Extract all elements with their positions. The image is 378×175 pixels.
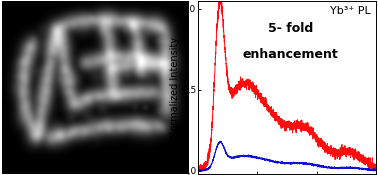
Text: 5- fold: 5- fold <box>268 22 313 35</box>
Text: Yb³⁺ PL: Yb³⁺ PL <box>330 6 371 16</box>
Y-axis label: Normalized Intensity: Normalized Intensity <box>170 37 180 138</box>
Text: enhancement: enhancement <box>243 48 339 61</box>
